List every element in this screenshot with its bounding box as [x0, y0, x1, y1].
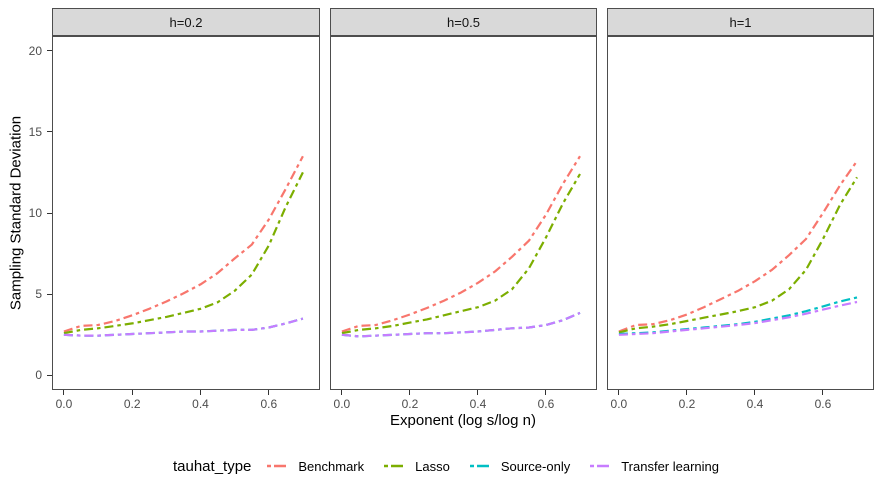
legend-label: Lasso: [415, 458, 450, 474]
y-tick-mark: [47, 131, 52, 133]
legend-entry-benchmark: Benchmark: [267, 459, 364, 474]
x-tick-label: 0.0: [55, 397, 73, 411]
series-line-transfer-learning: [341, 311, 581, 338]
x-tick-label: 0.0: [333, 397, 351, 411]
x-tick-mark: [686, 390, 688, 395]
series-line-source-only: [618, 296, 858, 336]
legend-key-line-icon: [267, 464, 292, 468]
x-tick-label: 0.2: [401, 397, 419, 411]
legend-entry-lasso: Lasso: [384, 459, 450, 474]
x-tick-label: 0.0: [610, 397, 628, 411]
legend-label: Benchmark: [298, 458, 365, 474]
y-tick-mark: [47, 212, 52, 214]
facet-strip-label: h=0.5: [447, 14, 480, 30]
x-tick-mark: [200, 390, 201, 395]
facet-strip: h=0.2: [52, 8, 320, 36]
legend-key-line-icon: [384, 464, 409, 468]
legend-title: tauhat_type: [172, 457, 252, 475]
x-tick-mark: [618, 390, 620, 395]
y-tick-label: 20: [28, 43, 42, 58]
legend-label: Source-only: [500, 458, 571, 474]
y-tick-mark: [47, 50, 52, 52]
x-tick-mark: [822, 390, 824, 395]
y-tick-label: 15: [28, 124, 42, 139]
x-tick-mark: [63, 390, 65, 395]
x-tick-mark: [131, 390, 133, 395]
x-tick-label: 0.6: [537, 397, 555, 411]
series-line-lasso: [618, 176, 858, 334]
series-line-transfer-learning: [618, 300, 858, 336]
legend-key-line-icon: [590, 464, 615, 468]
series-line-lasso: [341, 173, 581, 335]
x-tick-label: 0.4: [192, 397, 209, 411]
legend: tauhat_type Benchmark Lasso Source-only Tra…: [0, 452, 892, 480]
facet-strip-label: h=1: [729, 14, 752, 30]
legend-entry-source-only: Source-only: [469, 458, 571, 474]
chart-panel: [607, 36, 874, 390]
x-tick-mark: [409, 390, 411, 395]
legend-entries: Benchmark Lasso Source-only Transfer learni…: [267, 459, 719, 474]
x-tick-label: 0.4: [746, 397, 764, 411]
y-tick-label: 10: [28, 206, 42, 220]
panel-border: [52, 36, 320, 390]
x-axis-title: Exponent (log s/log n): [390, 412, 536, 429]
facet-strip: h=0.5: [330, 8, 597, 36]
series-line-benchmark: [341, 155, 581, 333]
x-tick-mark: [341, 390, 343, 395]
x-tick-mark: [268, 390, 270, 395]
y-tick-label: 0: [35, 368, 42, 383]
x-tick-mark: [754, 390, 756, 395]
legend-entry-transfer-learning: Transfer learning: [590, 459, 719, 474]
series-line-transfer-learning: [63, 317, 304, 337]
chart-panel: [52, 36, 320, 390]
y-tick-mark: [47, 293, 52, 295]
x-tick-label: 0.2: [123, 397, 141, 411]
x-tick-label: 0.6: [260, 397, 278, 411]
panel-border: [330, 36, 597, 390]
facet-strip-label: h=0.2: [169, 14, 203, 30]
facet-strip: h=1: [607, 8, 874, 36]
legend-key-line-icon: [469, 464, 494, 468]
series-line-benchmark: [618, 160, 858, 333]
legend-label: Transfer learning: [621, 458, 720, 474]
x-tick-label: 0.4: [469, 397, 487, 411]
series-line-lasso: [63, 171, 304, 335]
x-tick-mark: [545, 390, 547, 395]
y-tick-mark: [47, 374, 52, 376]
series-line-benchmark: [63, 155, 304, 333]
x-tick-label: 0.2: [678, 397, 696, 411]
panel-border: [607, 36, 874, 390]
x-tick-mark: [477, 390, 479, 395]
x-tick-label: 0.6: [814, 397, 832, 411]
chart-panel: [330, 36, 597, 390]
y-tick-label: 5: [35, 287, 42, 302]
